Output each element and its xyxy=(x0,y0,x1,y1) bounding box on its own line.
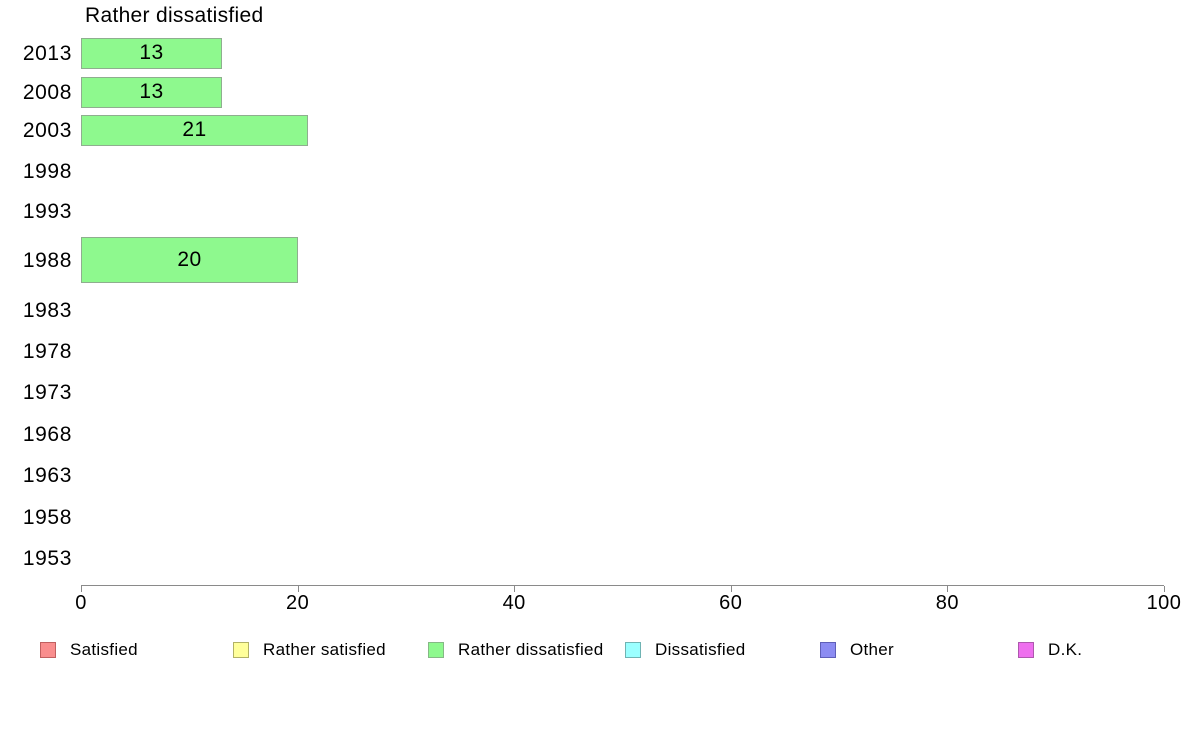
x-tick-label: 20 xyxy=(285,592,310,614)
bar-value-label: 21 xyxy=(182,118,207,141)
legend-item: Other xyxy=(820,640,894,660)
bar: 20 xyxy=(81,237,298,283)
legend-item: D.K. xyxy=(1018,640,1082,660)
legend-item: Satisfied xyxy=(40,640,138,660)
legend-item: Rather dissatisfied xyxy=(428,640,604,660)
y-axis-year-label: 1958 xyxy=(22,506,72,529)
legend-label: Rather dissatisfied xyxy=(458,640,604,659)
x-tick-mark xyxy=(514,586,516,592)
bar: 21 xyxy=(81,114,308,146)
bar-value-label: 20 xyxy=(177,248,202,271)
y-axis-year-label: 2008 xyxy=(22,81,72,104)
y-axis-year-label: 1983 xyxy=(22,299,72,322)
x-tick-label: 60 xyxy=(719,592,743,614)
legend-swatch xyxy=(40,642,56,658)
legend-swatch xyxy=(625,642,641,658)
y-axis-year-label: 1963 xyxy=(22,464,72,487)
bar: 13 xyxy=(81,37,222,69)
legend-label: D.K. xyxy=(1048,640,1083,659)
y-axis-year-label: 1968 xyxy=(22,423,72,446)
legend-swatch xyxy=(1018,642,1034,658)
x-tick-label: 80 xyxy=(935,592,960,614)
y-axis-year-label: 1953 xyxy=(22,547,72,570)
legend-item: Rather satisfied xyxy=(233,640,386,660)
x-tick-mark xyxy=(297,586,299,592)
y-axis-year-label: 1993 xyxy=(22,200,72,223)
legend-label: Rather satisfied xyxy=(263,640,386,659)
legend-label: Satisfied xyxy=(70,640,138,659)
x-tick-mark xyxy=(947,586,949,592)
y-axis-year-label: 1973 xyxy=(22,381,72,404)
legend-swatch xyxy=(233,642,249,658)
x-tick-label: 100 xyxy=(1146,592,1182,614)
x-tick-mark xyxy=(81,586,82,592)
y-axis-year-label: 2003 xyxy=(22,119,72,142)
x-tick-label: 0 xyxy=(75,592,87,614)
bar-value-label: 13 xyxy=(139,80,164,103)
legend-item: Dissatisfied xyxy=(625,640,746,660)
x-axis-line xyxy=(81,585,1164,586)
y-axis-year-label: 1998 xyxy=(22,160,72,183)
x-tick-mark xyxy=(730,586,732,592)
legend-label: Other xyxy=(850,640,895,659)
chart-title: Rather dissatisfied xyxy=(85,4,264,27)
x-tick-label: 40 xyxy=(502,592,526,614)
legend-label: Dissatisfied xyxy=(655,640,746,659)
x-tick-mark xyxy=(1164,586,1165,592)
y-axis-year-label: 2013 xyxy=(22,42,72,65)
y-axis-year-label: 1988 xyxy=(22,249,72,272)
legend-swatch xyxy=(820,642,836,658)
legend-swatch xyxy=(428,642,444,658)
y-axis-year-label: 1978 xyxy=(22,340,72,363)
bar: 13 xyxy=(81,76,222,108)
bar-value-label: 13 xyxy=(139,41,164,64)
